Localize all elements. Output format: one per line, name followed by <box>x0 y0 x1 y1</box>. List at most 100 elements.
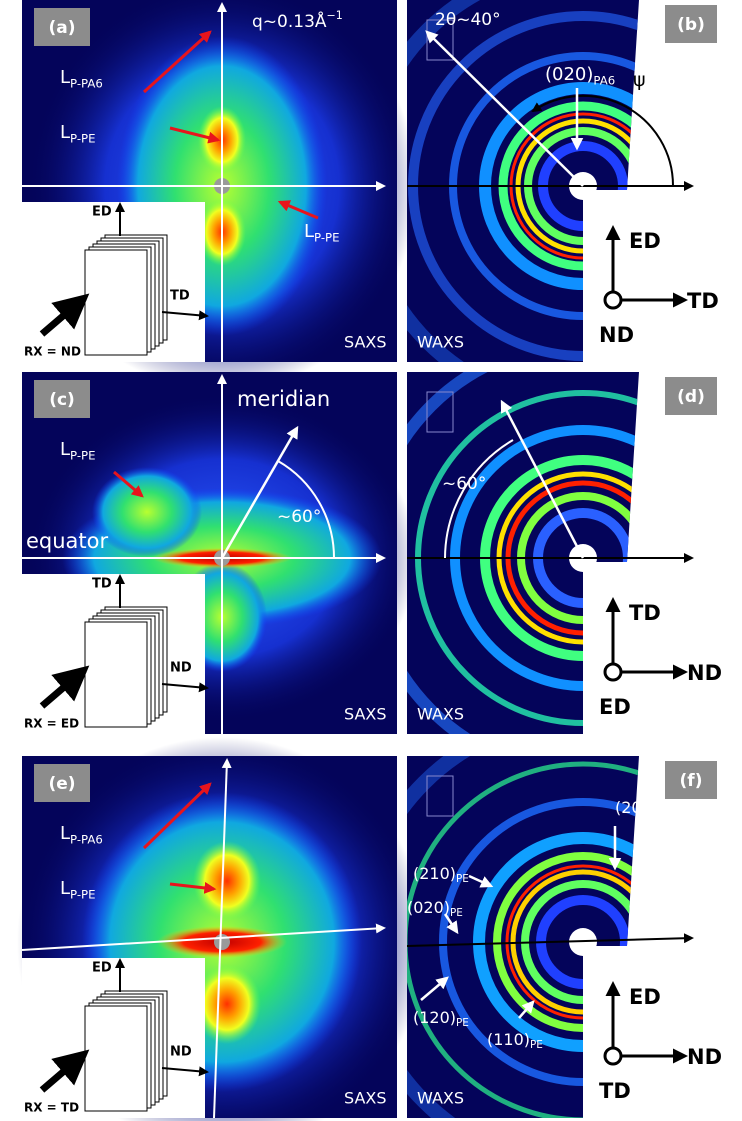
annotation-text: ψ <box>633 69 646 91</box>
axes-indicator: TD ND ED <box>599 597 722 719</box>
right-arrow <box>161 310 209 321</box>
annotation-superscript: −1 <box>327 9 343 22</box>
panel-label: (a) <box>48 18 75 38</box>
up-label: ED <box>629 985 661 1009</box>
beam-arrow <box>39 1049 90 1093</box>
sample-layer <box>84 621 148 728</box>
technique: WAXS <box>417 1089 464 1108</box>
angle-arc <box>531 94 675 187</box>
annotation-subscript: P-PA6 <box>70 76 103 90</box>
annotation-subscript: PA6 <box>593 73 615 87</box>
sample-layer <box>84 249 148 356</box>
horizontal-axis <box>406 933 694 947</box>
annotation-subscript: P-PE <box>70 448 95 462</box>
annotation-arrow <box>142 782 212 850</box>
annotation: q~0.13Å−1 <box>252 9 343 32</box>
annotation-subscript: P-PE <box>70 131 95 145</box>
up-label: ED <box>92 205 112 220</box>
panel-label: (b) <box>677 15 705 35</box>
scattering-intensity <box>92 467 202 557</box>
label-box <box>665 761 717 799</box>
annotation: LP-PE <box>60 878 95 901</box>
sample-sketch: ED TD RX = ND <box>24 202 209 359</box>
annotation-subscript: PE <box>456 1017 469 1029</box>
sample-layer <box>84 1005 148 1112</box>
scattering-intensity <box>193 964 261 1044</box>
annotation: 2θ~40° <box>435 10 501 30</box>
annotation-arrow <box>169 881 217 894</box>
annotation: (210)PE <box>413 864 469 885</box>
panel: TD ND RX = ED (c) SAXS meridian LP-PE equator ~6… <box>22 372 417 734</box>
annotation: LP-PE <box>60 439 95 462</box>
annotation-text: (210) <box>413 864 456 883</box>
diffraction-ring <box>473 832 639 1052</box>
annotation: (110)PE <box>487 1030 543 1051</box>
out-label: ND <box>599 323 634 347</box>
out-axis <box>603 290 623 310</box>
angle-arc <box>444 439 514 559</box>
diffraction-ring <box>510 869 639 1015</box>
annotation: LP-PA6 <box>60 823 103 846</box>
annotation-arrow <box>500 399 585 559</box>
annotation-subscript: PE <box>658 807 671 819</box>
diffraction-ring <box>407 761 639 1118</box>
annotation-text: (200) <box>615 798 658 817</box>
annotation-subscript: PE <box>450 907 463 919</box>
up-label: TD <box>629 601 661 625</box>
label-box <box>665 5 717 43</box>
annotation-text: L <box>60 823 70 844</box>
right-label: ND <box>687 1045 722 1069</box>
right-label: TD <box>170 289 190 304</box>
annotation: ψ <box>633 69 646 91</box>
label-box <box>34 380 90 418</box>
annotation: (120)PE <box>413 1008 469 1029</box>
scattering-intensity <box>193 841 261 921</box>
annotation: LP-PE <box>304 221 339 244</box>
annotation-text: L <box>60 67 70 88</box>
out-label: ED <box>599 695 631 719</box>
beam-arrow <box>39 293 90 337</box>
annotation-text: ~60° <box>442 474 486 494</box>
beamstop <box>214 934 230 950</box>
beam-label: RX = TD <box>24 1101 79 1115</box>
annotation-subscript: P-PA6 <box>70 832 103 846</box>
detector-frame <box>426 775 454 817</box>
panel-label: (f) <box>680 771 703 791</box>
out-axis <box>603 1046 623 1066</box>
technique: SAXS <box>344 1089 387 1108</box>
annotation-text: (120) <box>413 1008 456 1027</box>
annotation-arrow <box>113 470 144 498</box>
annotation: (020)PE <box>407 898 463 919</box>
annotation-text: q~0.13Å <box>252 10 327 32</box>
annotation-arrow <box>468 874 494 888</box>
annotation: equator <box>26 529 109 553</box>
annotation-subscript: P-PE <box>70 887 95 901</box>
annotation-arrow <box>425 30 584 187</box>
annotation: ~60° <box>277 507 321 527</box>
annotation-arrow <box>420 976 449 1001</box>
right-arrow <box>161 682 209 693</box>
annotation-text: (020) <box>545 64 593 85</box>
detector-frame <box>426 391 454 433</box>
panel: ED TD ND (b) WAXS 2θ~40° (020)PA6 ψ <box>407 0 719 362</box>
annotation: LP-PA6 <box>60 67 103 90</box>
panel: TD ND ED (d) WAXS ~60° <box>407 372 722 734</box>
right-arrow <box>161 1066 209 1077</box>
annotation: (200)PE <box>615 798 671 819</box>
right-label: ND <box>687 661 722 685</box>
annotation-text: (110) <box>487 1030 530 1049</box>
technique: WAXS <box>417 333 464 352</box>
horizontal-axis <box>21 923 386 951</box>
right-label: TD <box>687 289 719 313</box>
annotation-arrow <box>169 126 221 144</box>
angle-arc <box>277 460 335 559</box>
annotation-text: meridian <box>237 387 330 411</box>
annotation-arrow <box>277 200 319 220</box>
sample-sketch: ED ND RX = TD <box>24 958 209 1115</box>
beam-arrow <box>39 665 90 709</box>
annotation-text: 2θ~40° <box>435 10 501 30</box>
